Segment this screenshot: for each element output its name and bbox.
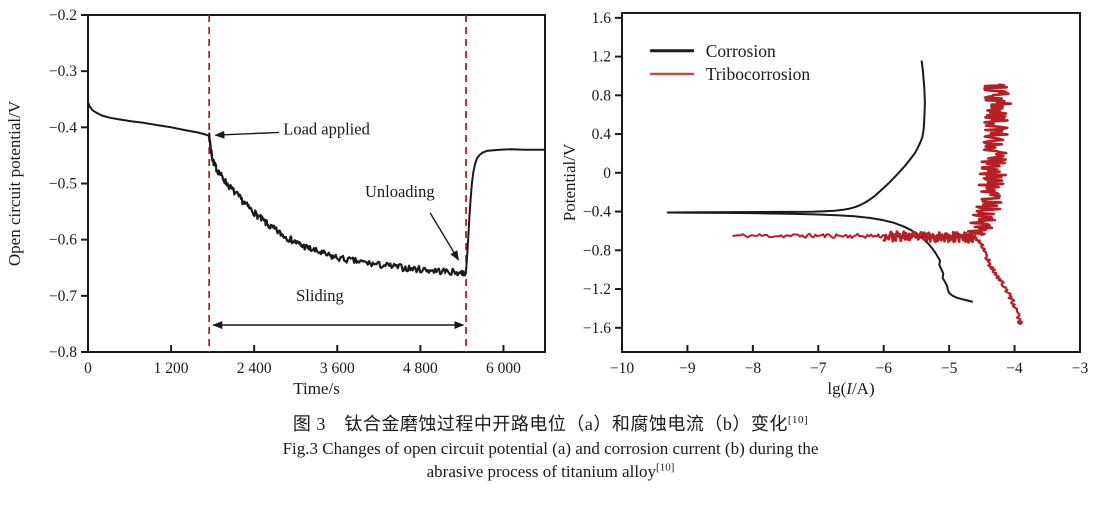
annotation-sliding: Sliding [296,286,344,305]
x-tick-label: −8 [745,360,762,377]
x-axis-label: lg(I/A) [827,379,874,398]
series-ocp-sliding [208,132,467,277]
x-tick-label: 4 800 [403,360,438,377]
y-axis-label: Open circuit potential/V [5,100,24,266]
caption-chinese-text: 图 3 钛合金磨蚀过程中开路电位（a）和腐蚀电流（b）变化 [292,414,788,434]
y-tick-label: −0.6 [49,232,77,249]
figure-caption: 图 3 钛合金磨蚀过程中开路电位（a）和腐蚀电流（b）变化[10] Fig.3 … [0,412,1101,484]
annotation-load-applied: Load applied [283,120,370,139]
caption-english-line1: Fig.3 Changes of open circuit potential … [0,437,1101,460]
caption-chinese-ref: [10] [787,414,809,426]
x-axis-label: Time/s [293,379,340,398]
x-tick-label: 3 600 [320,360,355,377]
y-tick-label: −0.5 [49,176,77,193]
x-tick-label: −5 [941,360,958,377]
legend-label-tribocorrosion: Tribocorrosion [706,64,811,84]
series-tribocorrosion-ecorr-band [882,230,976,244]
y-tick-label: 1.6 [592,10,612,27]
series-ocp-preload [87,101,211,137]
y-tick-label: −1.6 [583,320,611,337]
chart-open-circuit-potential: 0 1 200 2 400 3 600 4 800 6 000 −0.2 −0.3 −0.4 −0… [5,7,546,398]
x-tick-label: −4 [1006,360,1023,377]
annotation-unloading: Unloading [365,182,435,201]
annotation-arrow-unloading [429,212,460,261]
series-corrosion [666,60,973,303]
y-tick-label: 0.4 [592,126,612,143]
y-tick-label: −0.4 [49,119,77,136]
series-ocp-recovery [464,148,546,275]
x-tick-label: 1 200 [154,360,189,377]
y-tick-label: −0.8 [49,344,77,361]
x-tick-label: −3 [1072,360,1089,377]
y-tick-label: 0.8 [592,87,612,104]
x-tick-label: −7 [810,360,827,377]
x-tick-label: −6 [875,360,892,377]
x-tick-label: 2 400 [237,360,272,377]
caption-english-line2-text: abrasive process of titanium alloy [426,462,657,482]
y-tick-label: −0.8 [583,242,611,259]
y-tick-label: 1.2 [592,49,611,66]
series-tribocorrosion-anodic [966,83,1013,237]
y-tick-label: −0.7 [49,288,77,305]
y-tick-label: −0.2 [49,7,77,24]
x-tick-label: −9 [679,360,696,377]
annotation-arrow-load-applied [214,130,280,139]
y-axis-label: Potential/V [560,143,579,221]
series-tribocorrosion-cathodic [973,236,1024,325]
x-tick-label: 6 000 [486,360,521,377]
x-tick-label: −10 [610,360,634,377]
legend-label-corrosion: Corrosion [706,41,776,61]
chart-polarization-curves: −10 −9 −8 −7 −6 −5 −4 −3 1.6 1.2 0.8 0.4 0 −0.4 −0.8 −1… [560,10,1089,398]
caption-english-line1-text: Fig.3 Changes of open circuit potential … [282,438,819,458]
y-tick-label: 0 [603,165,611,182]
charts-row: 0 1 200 2 400 3 600 4 800 6 000 −0.2 −0.3 −0.4 −0… [5,7,1089,398]
x-tick-label: 0 [84,360,92,377]
plot-frame [621,12,1081,353]
caption-english-ref: [10] [656,461,675,474]
y-tick-label: −0.3 [49,63,77,80]
y-tick-label: −0.4 [583,204,611,221]
caption-english-line2: abrasive process of titanium alloy[10] [0,460,1101,483]
y-tick-label: −1.2 [583,281,611,298]
caption-chinese: 图 3 钛合金磨蚀过程中开路电位（a）和腐蚀电流（b）变化[10] [0,412,1101,437]
